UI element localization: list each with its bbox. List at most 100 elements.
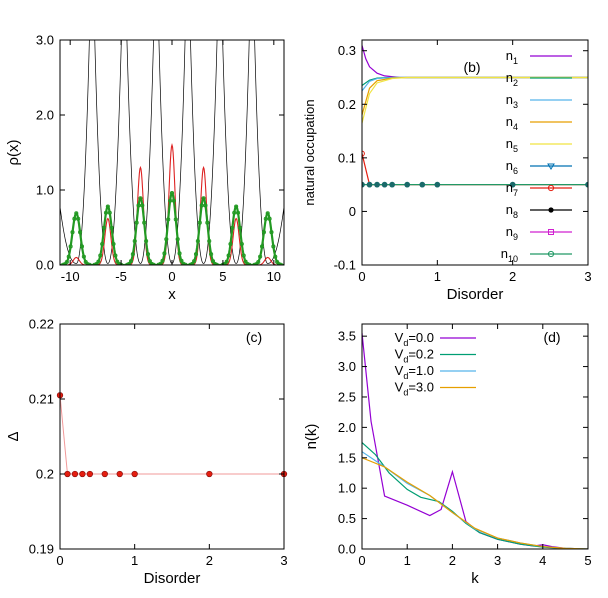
panel-annotation: (b): [463, 59, 480, 75]
legend-entry-label: n9: [506, 224, 518, 242]
density-marker-green: [109, 225, 114, 230]
x-tick-label: 4: [539, 553, 546, 568]
y-axis-label: ρ(x): [5, 139, 22, 165]
density-marker-green: [212, 261, 217, 265]
density-marker-green: [171, 198, 176, 203]
y-tick-label: 0.19: [29, 542, 54, 557]
x-tick-label: 3: [280, 553, 287, 568]
y-tick-label: 3.0: [36, 33, 54, 48]
occupation-marker: [389, 181, 396, 188]
density-peak-green: [60, 211, 93, 265]
legend-entry-label: n8: [506, 202, 518, 220]
density-marker-green: [203, 203, 208, 208]
legend-label-base: n: [506, 224, 513, 239]
y-tick-label: 0.1: [338, 150, 356, 165]
y-axis-label: Δ: [5, 431, 22, 441]
density-marker-green: [130, 252, 135, 257]
y-tick-label: 2.0: [338, 420, 356, 435]
x-tick-label: 2: [449, 553, 456, 568]
legend-entry-label: n1: [506, 48, 518, 66]
y-tick-label: 0: [349, 204, 356, 219]
density-marker-green: [113, 253, 118, 258]
density-marker-green: [232, 210, 237, 215]
y-tick-label: -0.1: [334, 258, 356, 273]
plot-frame: [361, 323, 589, 550]
density-peak-green: [219, 204, 253, 265]
density-marker-green: [195, 239, 200, 244]
density-marker-green: [210, 259, 216, 264]
legend-marker-triangle: [547, 163, 555, 170]
legend-label-base: n: [506, 158, 513, 173]
panel-a-density-plot: -10 -5 0 5 10 0.0 1.0 2.0 3.0 x ρ(x): [5, 33, 285, 303]
x-tick-label: 5: [584, 553, 591, 568]
legend-label-subscript: 8: [513, 210, 518, 220]
legend-label-suffix: =0.0: [408, 330, 434, 345]
legend-label-base: n: [506, 202, 513, 217]
x-tick-label: -10: [61, 269, 80, 284]
delta-point: [64, 470, 71, 478]
density-marker-green: [136, 203, 141, 208]
density-marker-green: [162, 251, 167, 256]
x-axis-label: x: [168, 286, 176, 303]
x-tick-label: 3: [584, 269, 591, 284]
delta-point: [71, 470, 79, 478]
legend-marker-circle: [547, 184, 555, 192]
density-peak-red: [91, 217, 125, 265]
density-marker-green: [224, 259, 229, 264]
x-tick-label: 0: [56, 553, 63, 568]
legend-marker-square: [548, 229, 554, 235]
y-axis-label: natural occupation: [302, 99, 317, 205]
x-tick-label: 0: [358, 269, 365, 284]
legend-label-subscript: d: [403, 371, 408, 381]
legend-label-base: n: [501, 246, 508, 261]
density-marker-green: [169, 190, 175, 196]
density-marker-green: [64, 259, 69, 265]
density-marker-green: [76, 216, 81, 221]
momentum-curve: [362, 457, 588, 549]
occupation-marker: [366, 181, 373, 188]
density-marker-green: [199, 203, 204, 208]
density-marker-green: [230, 225, 235, 230]
density-marker-green: [241, 253, 246, 258]
density-marker-green: [132, 239, 137, 244]
density-marker-green: [271, 244, 276, 249]
density-marker-green: [192, 259, 197, 264]
density-marker-green: [115, 259, 120, 264]
y-tick-label: 2.0: [36, 108, 54, 123]
panel-b-plot-area: [362, 45, 588, 188]
delta-connecting-line: [59, 395, 284, 475]
density-peak-green: [124, 196, 157, 265]
density-peak-green: [91, 204, 125, 265]
density-marker-green: [190, 261, 195, 265]
density-marker-green: [149, 261, 154, 265]
legend-label-base: V: [395, 363, 404, 378]
y-tick-label: 0.5: [338, 511, 356, 526]
density-marker-green: [263, 216, 268, 221]
density-marker-green: [166, 217, 171, 222]
density-marker-green: [142, 220, 147, 225]
legend-label-base: n: [506, 136, 513, 151]
legend-label-base: V: [395, 380, 404, 395]
x-tick-label: 2: [509, 269, 516, 284]
plot-frame: [59, 323, 285, 550]
delta-point: [116, 470, 123, 478]
density-marker-green: [205, 220, 210, 225]
potential-well-line: [60, 40, 90, 264]
potential-well-line: [254, 40, 284, 264]
legend-label-base: n: [506, 180, 513, 195]
plot-frame: [361, 39, 589, 266]
density-marker-green: [78, 230, 83, 235]
x-axis-label: k: [471, 570, 479, 587]
legend-label-base: n: [506, 70, 513, 85]
density-marker-green: [66, 254, 71, 259]
density-peak-red: [155, 142, 189, 265]
density-peak-green: [155, 191, 189, 265]
density-marker-green: [102, 225, 107, 230]
density-marker-green: [228, 241, 233, 247]
y-tick-label: 0.0: [36, 258, 54, 273]
density-marker-green: [111, 241, 116, 247]
panel-annotation: (c): [246, 329, 262, 345]
density-marker-green: [177, 251, 182, 256]
density-marker-green: [201, 196, 206, 201]
